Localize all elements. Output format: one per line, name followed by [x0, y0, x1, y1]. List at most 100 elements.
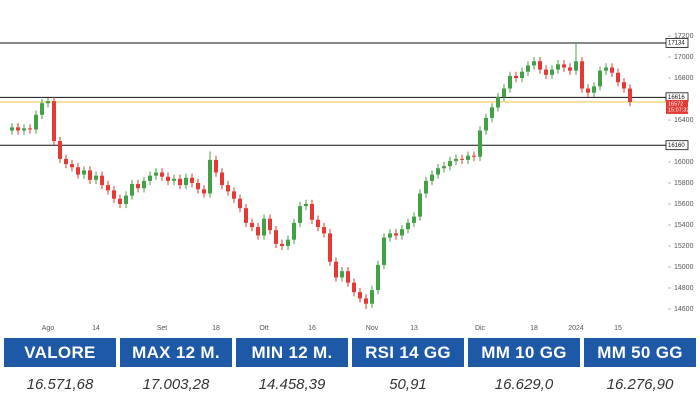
- x-tick-label: 18: [212, 325, 220, 332]
- x-tick-label: Ago: [42, 325, 55, 332]
- candle-body: [616, 72, 620, 83]
- value-cell: 16.571,68: [4, 367, 116, 400]
- candle-body: [280, 243, 284, 246]
- header-cell: MIN 12 M.: [236, 338, 348, 367]
- candle-body: [100, 175, 104, 186]
- candle-body: [304, 203, 308, 207]
- candle-body: [94, 175, 98, 180]
- candle-body: [286, 239, 290, 246]
- value-cell: 16.629,0: [468, 367, 580, 400]
- candle-body: [532, 61, 536, 66]
- candle-body: [466, 155, 470, 160]
- last-price-label: 16572: [668, 101, 683, 107]
- candle-body: [154, 172, 158, 176]
- value-cell: 16.276,90: [584, 367, 696, 400]
- header-row: VALORE MAX 12 M. MIN 12 M. RSI 14 GG MM 10 G…: [4, 338, 696, 367]
- y-tick-label: 15200: [674, 243, 694, 250]
- candle-body: [424, 180, 428, 194]
- candle-body: [448, 160, 452, 167]
- candle-body: [574, 61, 578, 71]
- candle-body: [484, 117, 488, 131]
- candle-body: [202, 189, 206, 194]
- candle-body: [412, 216, 416, 223]
- header-cell: VALORE: [4, 338, 116, 367]
- candle-body: [220, 172, 224, 186]
- x-tick-label: 2024: [568, 325, 584, 332]
- candle-body: [16, 127, 20, 131]
- candle-body: [166, 176, 170, 181]
- candle-body: [316, 219, 320, 228]
- candle-body: [190, 177, 194, 183]
- y-tick-label: 16000: [674, 159, 694, 166]
- candle-body: [184, 177, 188, 186]
- candle-body: [340, 271, 344, 278]
- header-cell: RSI 14 GG: [352, 338, 464, 367]
- x-tick-label: 18: [530, 325, 538, 332]
- candle-body: [556, 64, 560, 70]
- candle-body: [124, 195, 128, 204]
- candle-body: [526, 65, 530, 72]
- candle-body: [544, 69, 548, 75]
- candle-body: [622, 82, 626, 89]
- y-tick-label: 14600: [674, 306, 694, 313]
- y-tick-label: 17000: [674, 54, 694, 61]
- candle-body: [130, 184, 134, 196]
- value-cell: 14.458,39: [236, 367, 348, 400]
- stats-table: VALORE MAX 12 M. MIN 12 M. RSI 14 GG MM 10 G…: [0, 338, 700, 400]
- candle-body: [262, 218, 266, 236]
- level-tag: [665, 38, 689, 48]
- candle-body: [472, 155, 476, 157]
- candle-body: [592, 86, 596, 93]
- candle-body: [214, 159, 218, 173]
- x-tick-label: Set: [157, 325, 168, 332]
- candle-body: [478, 130, 482, 157]
- candle-body: [112, 190, 116, 199]
- candle-body: [232, 191, 236, 199]
- candle-body: [322, 227, 326, 234]
- candle-body: [226, 185, 230, 192]
- candle-body: [142, 180, 146, 189]
- candle-body: [58, 140, 62, 159]
- y-tick-label: 15800: [674, 180, 694, 187]
- candle-body: [178, 178, 182, 186]
- candle-body: [40, 103, 44, 115]
- candle-body: [610, 67, 614, 73]
- header-cell: MM 50 GG: [584, 338, 696, 367]
- y-tick-label: 15600: [674, 201, 694, 208]
- candle-body: [370, 290, 374, 304]
- y-tick-label: 14800: [674, 285, 694, 292]
- candle-body: [76, 167, 80, 175]
- x-tick-label: Dic: [475, 325, 486, 332]
- candle-body: [376, 264, 380, 291]
- candle-body: [568, 67, 572, 71]
- candle-body: [106, 185, 110, 191]
- y-tick-label: 17200: [674, 33, 694, 40]
- x-tick-label: Ott: [259, 325, 268, 332]
- value-cell: 50,91: [352, 367, 464, 400]
- chart: 17200 17000 16800 16400 16000 15800 15600 15400…: [0, 33, 694, 332]
- candle-body: [388, 233, 392, 238]
- candle-body: [136, 184, 140, 189]
- candle-body: [172, 178, 176, 181]
- candle-body: [562, 64, 566, 68]
- candle-body: [436, 168, 440, 175]
- candle-body: [364, 298, 368, 304]
- candle-body: [34, 114, 38, 130]
- level-tag: [665, 140, 689, 151]
- candle-body: [70, 164, 74, 168]
- x-tick-label: 15: [614, 325, 622, 332]
- candle-body: [52, 101, 56, 141]
- candle-body: [454, 158, 458, 161]
- header-cell: MAX 12 M.: [120, 338, 232, 367]
- candle-body: [514, 75, 518, 79]
- candle-body: [520, 71, 524, 79]
- candle-body: [394, 233, 398, 236]
- value-cell: 17.003,28: [120, 367, 232, 400]
- candle-body: [196, 182, 200, 190]
- candle-body: [400, 229, 404, 236]
- candle-body: [292, 222, 296, 240]
- candle-body: [28, 128, 32, 130]
- candle-body: [244, 208, 248, 223]
- header-cell: MM 10 GG: [468, 338, 580, 367]
- candle-body: [250, 222, 254, 228]
